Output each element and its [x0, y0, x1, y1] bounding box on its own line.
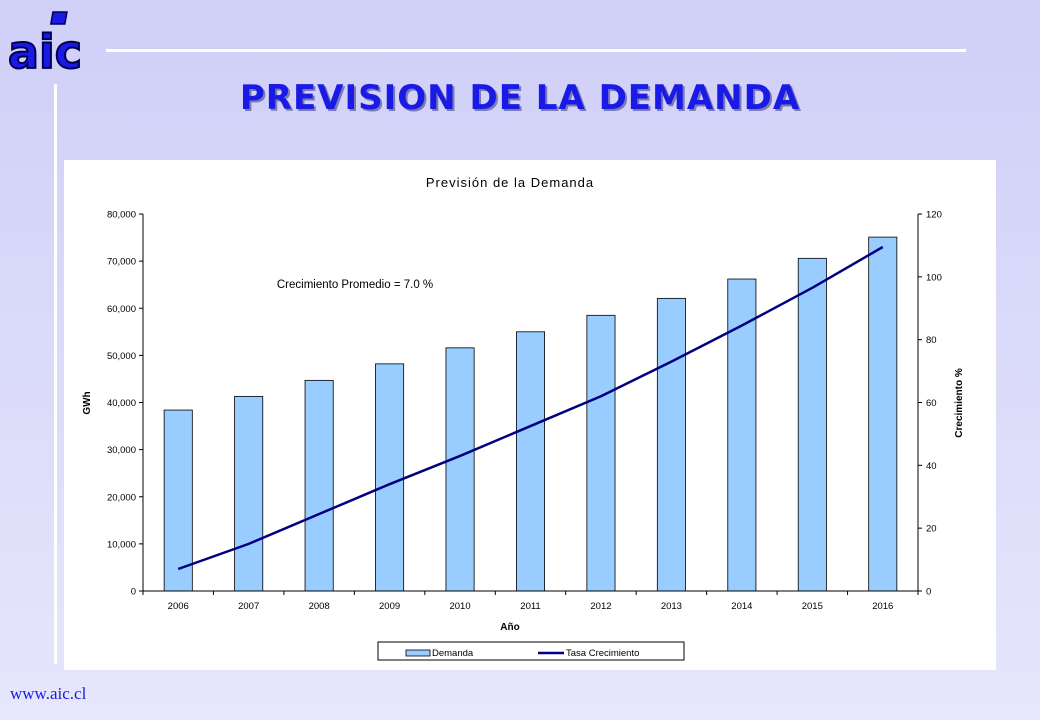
chart-annotation: Crecimiento Promedio = 7.0 % — [277, 279, 433, 291]
legend-swatch-demanda — [405, 649, 431, 657]
y2-tick-label: 80 — [926, 335, 937, 346]
svg-text:aic: aic — [8, 25, 82, 76]
page-title: PREVISION DE LA DEMANDA — [239, 78, 801, 118]
x-tick-label: 2012 — [590, 601, 611, 612]
footer-url: www.aic.cl — [10, 684, 87, 703]
x-tick-label: 2009 — [379, 601, 400, 612]
y2-tick-label: 60 — [926, 398, 937, 409]
y2-tick-label: 100 — [926, 272, 942, 283]
x-tick-label: 2010 — [449, 601, 470, 612]
y2-tick-label: 20 — [926, 524, 937, 535]
header-rule — [106, 49, 966, 52]
bar-2016 — [868, 236, 898, 592]
y-tick-label: 40,000 — [107, 398, 136, 409]
line-tasa-crecimiento — [177, 245, 884, 571]
bar-2013 — [656, 297, 686, 592]
legend: Demanda Tasa Crecimiento — [377, 641, 685, 661]
y-tick-label: 50,000 — [107, 351, 136, 362]
x-tick-label: 2006 — [168, 601, 189, 612]
y2-tick-label: 40 — [926, 461, 937, 472]
bar-2008 — [304, 379, 334, 592]
chart-title: Previsión de la Demanda — [426, 175, 594, 190]
legend-label-tasa: Tasa Crecimiento — [566, 648, 639, 659]
side-rule — [54, 84, 57, 664]
y-tick-label: 10,000 — [107, 539, 136, 550]
bar-2007 — [234, 395, 264, 592]
y2-axis-label: Crecimiento % — [954, 368, 965, 438]
bar-2009 — [375, 363, 405, 592]
x-tick-label: 2008 — [309, 601, 330, 612]
bar-2015 — [797, 257, 827, 592]
y-tick-label: 70,000 — [107, 257, 136, 268]
x-axis-label: Año — [500, 622, 519, 633]
x-tick-label: 2014 — [731, 601, 752, 612]
y-tick-label: 0 — [131, 587, 136, 598]
bar-2010 — [445, 347, 475, 592]
y-axis-label: GWh — [82, 391, 93, 414]
bar-2006 — [163, 409, 193, 592]
y-tick-label: 80,000 — [107, 210, 136, 221]
aic-logo: aic — [7, 11, 83, 76]
y2-tick-label: 0 — [926, 587, 931, 598]
bar-2011 — [516, 331, 545, 592]
y-tick-label: 30,000 — [107, 445, 136, 456]
x-tick-label: 2013 — [661, 601, 682, 612]
y-tick-label: 60,000 — [107, 304, 136, 315]
x-tick-label: 2007 — [238, 601, 259, 612]
y2-tick-label: 120 — [926, 210, 942, 221]
x-tick-label: 2016 — [872, 601, 893, 612]
bar-2012 — [586, 314, 616, 592]
y-tick-label: 20,000 — [107, 492, 136, 503]
x-tick-label: 2015 — [802, 601, 823, 612]
x-tick-label: 2011 — [520, 601, 540, 612]
legend-label-demanda: Demanda — [432, 648, 474, 659]
